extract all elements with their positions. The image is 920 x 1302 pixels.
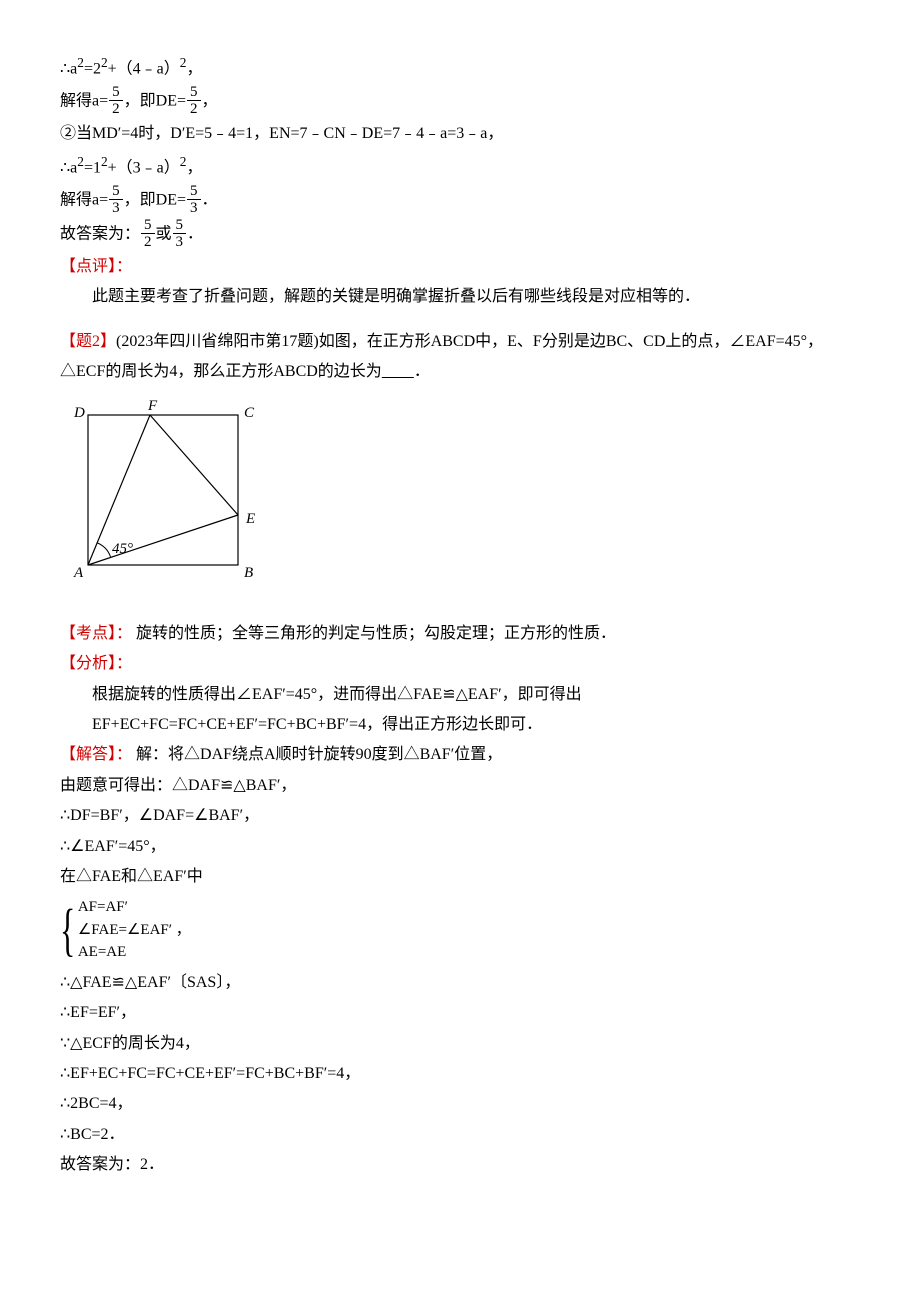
jieda-body: 解：将△DAF绕点A顺时针旋转90度到△BAF′位置， (132, 746, 502, 763)
kaodian-label: 【考点】： (60, 625, 132, 642)
line-answer: 故答案为：52或53． (60, 218, 860, 252)
jieda-line: ∴△FAE≌△EAF′〔SAS〕， (60, 968, 860, 998)
text: ∴a (60, 60, 77, 77)
text: 故答案为： (60, 226, 140, 243)
fraction-5-3: 53 (187, 183, 201, 217)
text: 或 (156, 226, 172, 243)
comment-label: 【点评】： (60, 252, 860, 282)
jieda-line: ∴EF+EC+FC=FC+CE+EF′=FC+BC+BF′=4， (60, 1059, 860, 1089)
jieda-label: 【解答】： (60, 746, 132, 763)
jieda-line: ∴2BC=4， (60, 1089, 860, 1119)
line-solve-a1: 解得a=52，即DE=52， (60, 85, 860, 119)
equation-system: { AF=AF′ ∠FAE=∠EAF′ ， AE=AE (60, 896, 860, 964)
left-brace-icon: { (60, 901, 75, 959)
svg-text:B: B (244, 565, 253, 581)
jieda-line: ∴DF=BF′，∠DAF=∠BAF′， (60, 801, 860, 831)
svg-text:E: E (245, 511, 255, 527)
text: +（3﹣a） (108, 159, 180, 176)
text: ． (202, 192, 218, 209)
fraction-5-2: 52 (141, 217, 155, 251)
text: 解得a= (60, 192, 108, 209)
line-solve-a2: 解得a=53，即DE=53． (60, 184, 860, 218)
svg-text:D: D (73, 405, 85, 421)
jieda-line: ∴BC=2． (60, 1120, 860, 1150)
jieda-line: 故答案为：2． (60, 1150, 860, 1180)
brace-row: AF=AF′ (78, 896, 191, 919)
problem-label: 【题2】 (60, 333, 116, 350)
fenxi-body: 根据旋转的性质得出∠EAF′=45°，进而得出△FAE≌△EAF′，即可得出EF… (60, 680, 860, 741)
fenxi-label: 【分析】： (60, 649, 860, 679)
svg-text:C: C (244, 405, 255, 421)
text: ， (202, 92, 218, 109)
fraction-5-3: 53 (173, 217, 187, 251)
fraction-5-2: 52 (109, 84, 123, 118)
fraction-5-3: 53 (109, 183, 123, 217)
text: ，即DE= (124, 192, 186, 209)
jieda-line: ∴EF=EF′， (60, 998, 860, 1028)
jieda-line: 在△FAE和△EAF′中 (60, 862, 860, 892)
blank (382, 363, 414, 380)
text: +（4﹣a） (108, 60, 180, 77)
jieda-line: 由题意可得出：△DAF≌△BAF′， (60, 771, 860, 801)
text: ，即DE= (124, 92, 186, 109)
svg-text:A: A (73, 565, 84, 581)
svg-text:F: F (147, 398, 158, 414)
jieda-line: ∵△ECF的周长为4， (60, 1029, 860, 1059)
jieda-line: ∴∠EAF′=45°， (60, 832, 860, 862)
kaodian-body: 旋转的性质；全等三角形的判定与性质；勾股定理；正方形的性质． (132, 625, 616, 642)
brace-row: ∠FAE=∠EAF′ ， (78, 919, 191, 942)
text: 解得a= (60, 92, 108, 109)
text: ， (186, 60, 202, 77)
line-case2: ②当MD′=4时，D′E=5﹣4=1，EN=7﹣CN﹣DE=7﹣4﹣a=3﹣a， (60, 119, 860, 149)
text: =1 (84, 159, 101, 176)
kaodian-line: 【考点】： 旋转的性质；全等三角形的判定与性质；勾股定理；正方形的性质． (60, 619, 860, 649)
sup: 2 (77, 55, 84, 70)
text: ∴a (60, 159, 77, 176)
brace-row: AE=AE (78, 941, 191, 964)
problem-source: (2023年四川省绵阳市第17题) (116, 333, 319, 350)
line-eq2: ∴a2=12+（3﹣a）2， (60, 149, 860, 184)
line-eq1: ∴a2=22+（4﹣a）2， (60, 50, 860, 85)
problem-2-title: 【题2】(2023年四川省绵阳市第17题)如图，在正方形ABCD中，E、F分别是… (60, 327, 860, 388)
geometry-figure: D F C E B A 45° (60, 395, 860, 604)
sup: 2 (101, 55, 108, 70)
sup: 2 (101, 154, 108, 169)
comment-body: 此题主要考查了折叠问题，解题的关键是明确掌握折叠以后有哪些线段是对应相等的． (60, 282, 860, 312)
brace-content: AF=AF′ ∠FAE=∠EAF′ ， AE=AE (78, 896, 191, 964)
svg-text:45°: 45° (112, 541, 133, 557)
text: =2 (84, 60, 101, 77)
fraction-5-2: 52 (187, 84, 201, 118)
text: ． (187, 226, 203, 243)
sup: 2 (77, 154, 84, 169)
problem-body-end: ． (414, 363, 430, 380)
text: ， (186, 159, 202, 176)
jieda-line1: 【解答】： 解：将△DAF绕点A顺时针旋转90度到△BAF′位置， (60, 740, 860, 770)
